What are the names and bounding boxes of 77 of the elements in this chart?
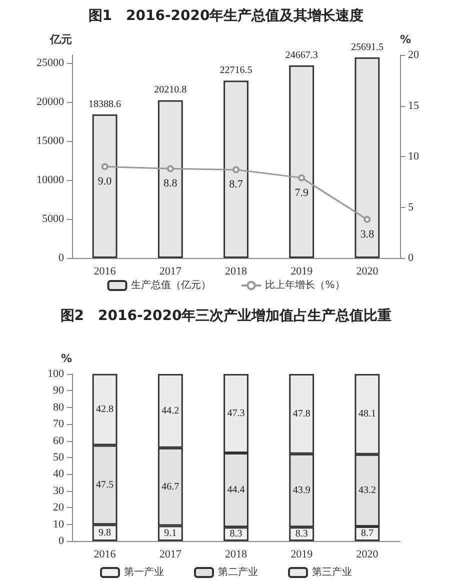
bar	[224, 80, 248, 258]
data-label: 25691.5	[350, 42, 384, 53]
data-label: 8.8	[164, 178, 178, 190]
x-tick-label: 2019	[290, 548, 314, 560]
y2-tick-label: 0	[408, 252, 414, 264]
data-label: 7.9	[294, 186, 309, 199]
data-label: 47.5	[96, 479, 114, 490]
x-tick-label: 2018	[225, 548, 248, 560]
data-label: 48.1	[358, 408, 376, 420]
data-label: 8.3	[230, 528, 242, 540]
data-label: 44.4	[227, 484, 245, 496]
x-tick-label: 2020	[356, 548, 379, 560]
data-label: 18388.6	[88, 98, 122, 110]
x-tick-label: 2016	[94, 548, 116, 560]
y2-tick-label: 5	[408, 201, 414, 214]
data-label: 9.0	[98, 176, 112, 188]
x-tick-label: 2017	[159, 548, 182, 560]
data-label: 43.2	[358, 484, 376, 496]
y-axis-title: 亿元	[49, 33, 72, 46]
y-tick-label: 10000	[36, 174, 64, 186]
data-label: 24667.3	[285, 50, 318, 61]
y-axis-title: %	[60, 352, 72, 365]
bar	[158, 100, 183, 258]
y-tick-label: 30	[53, 484, 64, 497]
x-tick-label: 2018	[225, 266, 248, 278]
point	[166, 165, 174, 172]
data-label: 8.7	[360, 528, 374, 540]
point	[364, 216, 371, 223]
legend-label: 比上年增长（%）	[265, 279, 345, 291]
legend-label: 第一产业	[124, 566, 164, 578]
y-tick-label: 20	[53, 502, 64, 514]
point	[101, 163, 108, 170]
x-tick-label: 2017	[159, 266, 182, 278]
data-label: 47.3	[227, 408, 245, 419]
y-tick-label: 100	[48, 368, 64, 380]
bar	[354, 57, 380, 258]
bar	[92, 114, 118, 258]
chart-title: 图2 2016-2020年三次产业增加值占生产总值比重	[60, 307, 392, 324]
y-tick-label: 60	[53, 434, 64, 447]
data-label: 43.9	[292, 484, 310, 496]
chart-title: 图1 2016-2020年生产总值及其增长速度	[88, 7, 364, 24]
data-label: 47.8	[292, 408, 310, 420]
y2-tick-label: 10	[408, 150, 420, 162]
y-tick-label: 80	[53, 401, 64, 414]
y-tick-label: 5000	[42, 212, 64, 225]
legend-label: 生产总值（亿元）	[131, 279, 212, 291]
x-tick-label: 2016	[94, 266, 116, 278]
data-label: 9.1	[164, 528, 177, 539]
y2-tick-label: 15	[408, 100, 420, 112]
data-label: 20210.8	[154, 84, 187, 96]
data-label: 44.2	[162, 405, 180, 416]
data-label: 9.8	[98, 527, 112, 538]
y-tick-label: 70	[53, 418, 64, 430]
x-tick-label: 2020	[356, 266, 379, 278]
y-tick-label: 20000	[36, 96, 64, 108]
data-label: 42.8	[96, 404, 114, 416]
y-tick-label: 0	[58, 535, 64, 547]
point	[298, 174, 306, 182]
data-label: 3.8	[360, 228, 375, 240]
data-label: 46.7	[162, 481, 180, 492]
y-tick-label: 50	[53, 452, 64, 464]
bar	[289, 65, 314, 258]
y2-tick-label: 20	[408, 49, 420, 61]
point	[232, 166, 240, 174]
y2-axis-title: %	[400, 33, 412, 46]
y-tick-label: 25000	[36, 56, 64, 69]
data-label: 8.3	[295, 528, 308, 540]
data-label: 8.7	[229, 178, 244, 191]
y-tick-label: 40	[53, 468, 64, 480]
y-tick-label: 0	[58, 252, 64, 264]
y-tick-label: 90	[53, 384, 64, 397]
legend-label: 第三产业	[312, 566, 352, 578]
y-tick-label: 15000	[36, 134, 64, 147]
legend-label: 第二产业	[218, 566, 258, 578]
data-label: 22716.5	[220, 65, 252, 76]
x-tick-label: 2019	[290, 266, 314, 278]
y-tick-label: 10	[53, 518, 64, 530]
